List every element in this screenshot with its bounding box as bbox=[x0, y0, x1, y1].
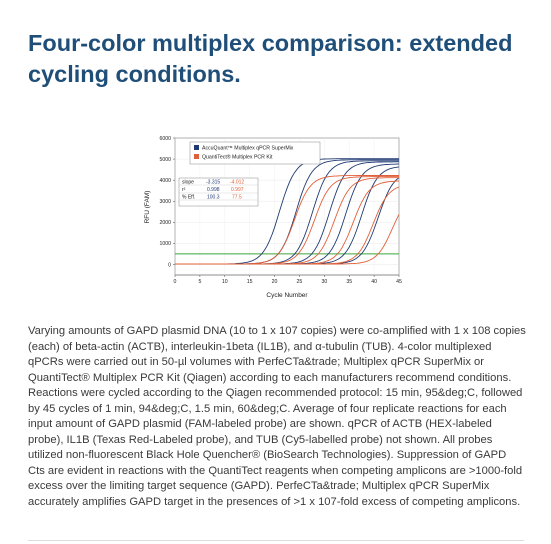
y-tick-label: 0 bbox=[168, 262, 171, 268]
legend-label-series2: QuantiTect® Multiplex PCR Kit bbox=[202, 154, 273, 161]
y-tick-label: 4000 bbox=[159, 178, 171, 184]
y-axis-label: RFU (FAM) bbox=[144, 191, 151, 224]
x-tick-label: 35 bbox=[346, 279, 352, 285]
legend-swatch-series1 bbox=[194, 145, 199, 150]
stats-r2-series1: 0.998 bbox=[207, 187, 220, 193]
stats-label-r2: r² bbox=[182, 187, 186, 193]
figure-caption: Varying amounts of GAPD plasmid DNA (10 … bbox=[28, 325, 526, 508]
stats-r2-series2: 0.997 bbox=[231, 187, 244, 193]
stats-slope-series2: -4.012 bbox=[230, 180, 244, 186]
x-tick-label: 40 bbox=[371, 279, 377, 285]
amplification-chart: 0 1000 2000 3000 4000 5000 6000 0 5 10 15 20 25 30 35 4… bbox=[144, 136, 402, 299]
amplification-curve-series2-6 bbox=[175, 214, 400, 265]
x-tick-label: 30 bbox=[321, 279, 327, 285]
x-tick-label: 0 bbox=[174, 279, 177, 285]
y-tick-label: 5000 bbox=[159, 157, 171, 163]
x-tick-label: 20 bbox=[272, 279, 278, 285]
x-tick-label: 10 bbox=[222, 279, 228, 285]
stats-label-eff: % Eff. bbox=[182, 195, 195, 201]
legend-label-series1: AccuQuant™ Multiplex qPCR SuperMix bbox=[202, 146, 294, 152]
divider bbox=[28, 540, 524, 541]
x-tick-label: 45 bbox=[396, 279, 402, 285]
stats-table: slope r² % Eff. -3.315 0.998 100.3 -4.01… bbox=[178, 177, 259, 207]
stats-slope-series1: -3.315 bbox=[206, 180, 220, 186]
stats-eff-series2: 77.5 bbox=[232, 195, 242, 201]
y-tick-label: 3000 bbox=[159, 199, 171, 205]
x-tick-label: 25 bbox=[297, 279, 303, 285]
y-tick-label: 1000 bbox=[159, 241, 171, 247]
stats-eff-series1: 100.3 bbox=[207, 195, 220, 201]
legend-swatch-series2 bbox=[194, 154, 199, 159]
x-tick-label: 5 bbox=[198, 279, 201, 285]
stats-label-slope: slope bbox=[182, 180, 194, 186]
legend: AccuQuant™ Multiplex qPCR SuperMix Quant… bbox=[189, 141, 321, 165]
page-title: Four-color multiplex comparison: extende… bbox=[28, 30, 513, 87]
x-axis-label: Cycle Number bbox=[266, 292, 308, 299]
x-tick-label: 15 bbox=[247, 279, 253, 285]
y-tick-label: 2000 bbox=[159, 220, 171, 226]
y-tick-label: 6000 bbox=[159, 136, 171, 142]
